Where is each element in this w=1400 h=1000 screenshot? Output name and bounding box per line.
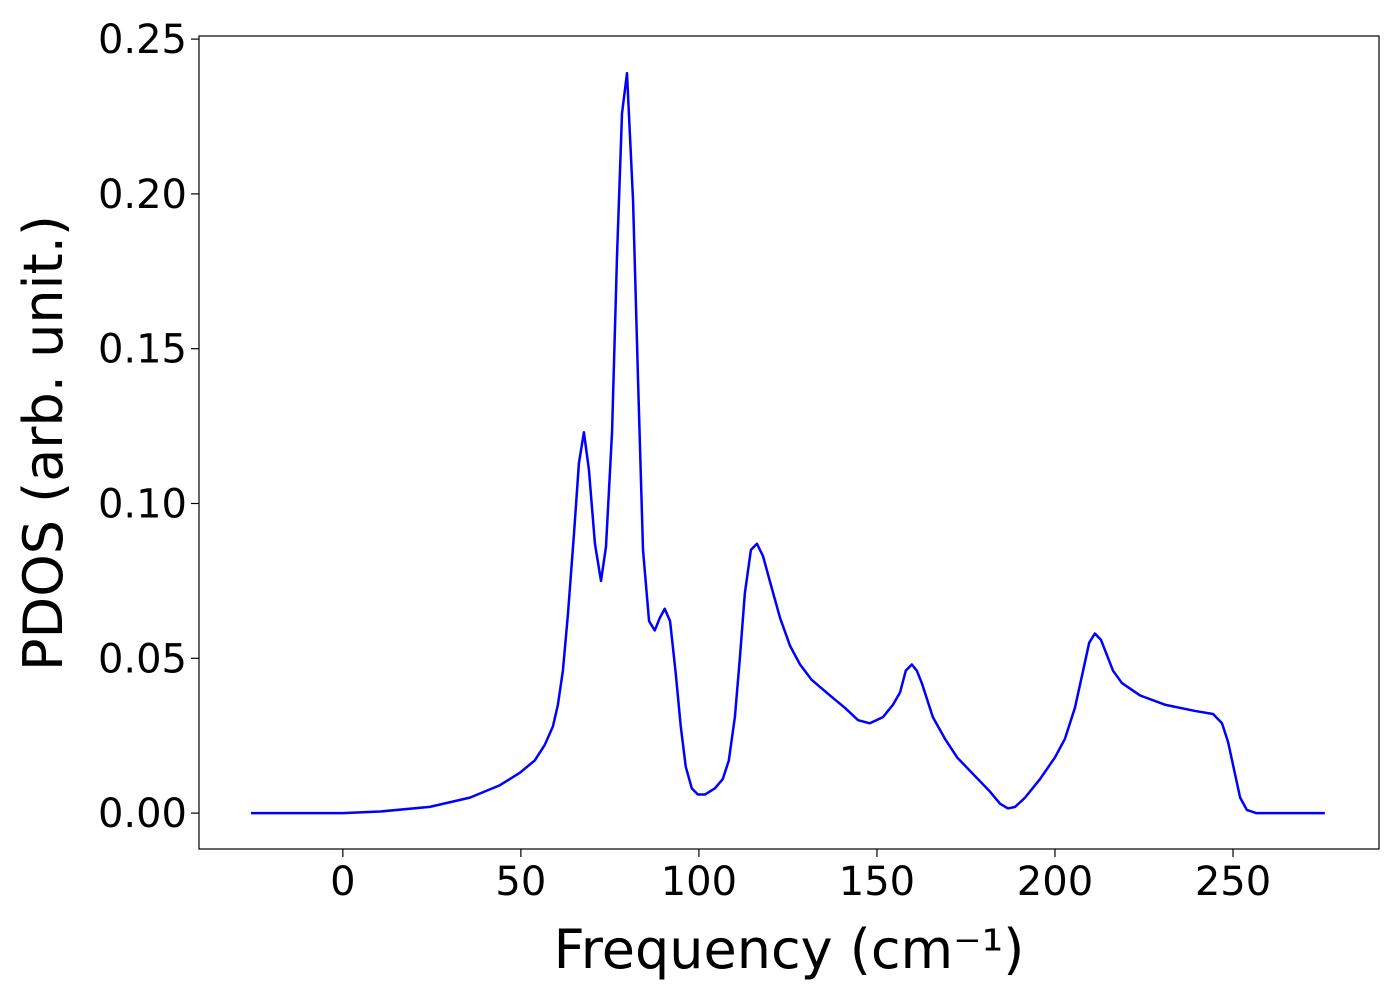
y-tick-label: 0.20 <box>98 172 187 218</box>
x-tick-label: 50 <box>495 859 546 905</box>
x-tick-label: 0 <box>330 859 355 905</box>
y-tick-label: 0.10 <box>98 481 187 527</box>
x-tick-label: 100 <box>661 859 737 905</box>
plot-frame <box>198 35 1380 850</box>
y-tick-label: 0.25 <box>98 17 187 63</box>
x-axis-label: Frequency (cm⁻¹) <box>554 918 1025 981</box>
x-tick-label: 150 <box>839 859 915 905</box>
x-tick-label: 200 <box>1017 859 1093 905</box>
data-line <box>250 71 1325 815</box>
y-tick-label: 0.05 <box>98 636 187 682</box>
y-tick-label: 0.15 <box>98 327 187 373</box>
x-tick-label: 250 <box>1195 859 1271 905</box>
y-axis-label: PDOS (arb. unit.) <box>12 215 75 671</box>
y-tick-label: 0.00 <box>98 791 187 837</box>
